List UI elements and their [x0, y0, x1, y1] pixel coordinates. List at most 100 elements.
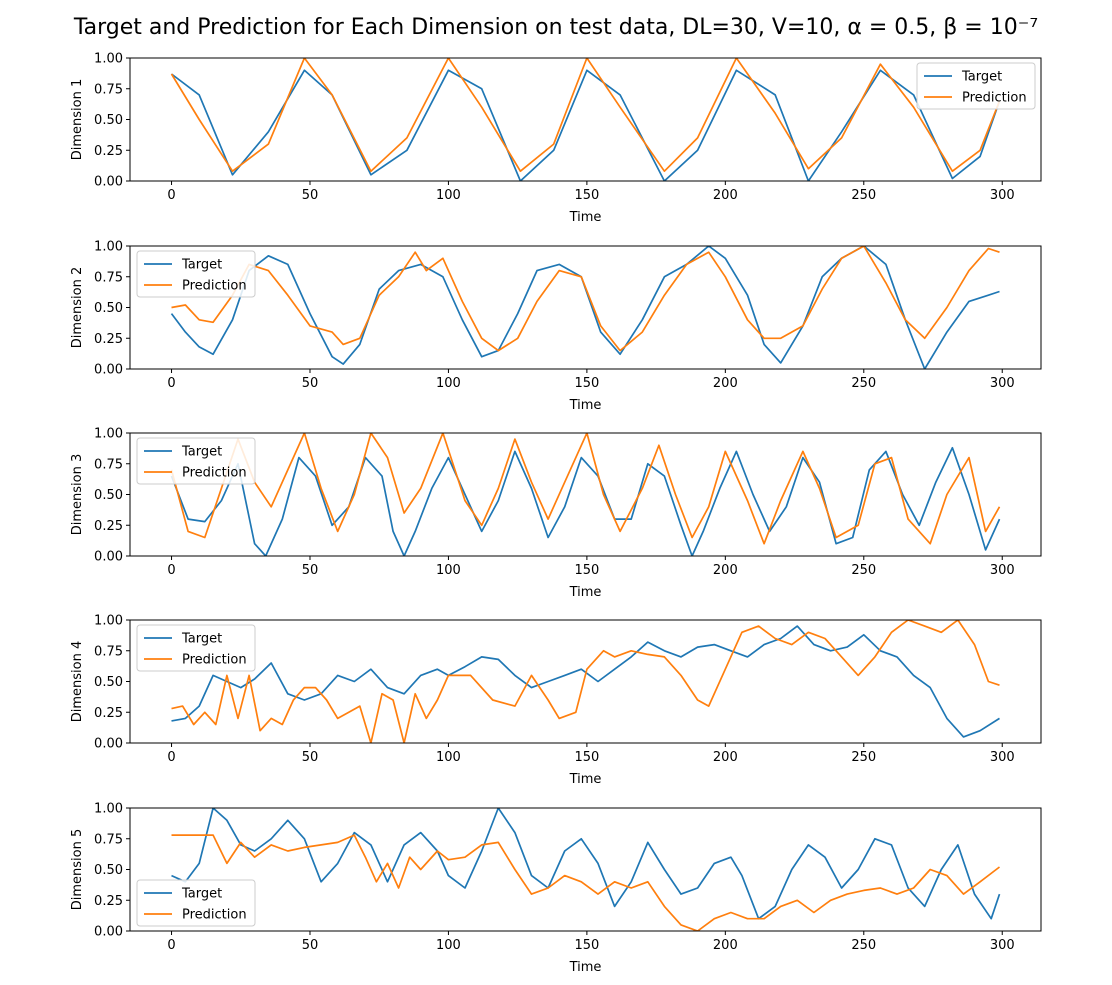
x-tick-label: 50 — [302, 938, 319, 953]
axes-frame — [129, 619, 1042, 744]
x-tick-label: 0 — [167, 376, 175, 391]
y-tick-label: 0.00 — [94, 175, 123, 190]
subplot-dimension-3: 0.00 0.25 0.50 0.75 1.00 0 50 100 150 200 250 300 Ti… — [70, 427, 1042, 600]
x-tick-label: 250 — [851, 563, 876, 578]
legend-entry: Prediction — [182, 908, 247, 923]
y-tick-label: 0.75 — [94, 270, 123, 285]
y-tick-label: 0.75 — [94, 832, 123, 847]
legend-entry: Target — [181, 632, 222, 647]
x-axis-label: Time — [569, 398, 602, 413]
y-axis-label: Dimension 4 — [70, 641, 85, 723]
subplot-grid: 0.00 0.25 0.50 0.75 1.00 0 50 100 150 200 250 300 Ti… — [70, 52, 1042, 975]
x-tick-label: 0 — [167, 188, 175, 203]
x-tick-label: 0 — [167, 563, 175, 578]
series-line-prediction — [170, 433, 1001, 545]
y-tick-label: 1.00 — [94, 240, 123, 255]
x-tick-label: 50 — [302, 563, 319, 578]
x-axis-label: Time — [569, 960, 602, 975]
legend-entry: Target — [961, 70, 1002, 85]
x-axis-label: Time — [569, 210, 602, 225]
series-line-prediction — [170, 58, 1001, 173]
series-line-target — [170, 446, 1001, 556]
x-tick-label: 200 — [713, 188, 738, 203]
y-tick-label: 0.50 — [94, 301, 123, 316]
subplot-dimension-1: 0.00 0.25 0.50 0.75 1.00 0 50 100 150 200 250 300 Ti… — [70, 52, 1042, 225]
x-tick-label: 50 — [302, 376, 319, 391]
x-axis-label: Time — [569, 585, 602, 600]
y-tick-label: 0.25 — [94, 894, 123, 909]
y-tick-label: 0.25 — [94, 706, 123, 721]
legend: Target Prediction — [136, 250, 256, 298]
y-tick-label: 0.25 — [94, 332, 123, 347]
x-tick-label: 0 — [167, 938, 175, 953]
series-line-prediction — [171, 246, 1000, 352]
y-tick-label: 0.50 — [94, 675, 123, 690]
axes-frame — [129, 807, 1042, 932]
series-line-prediction — [171, 834, 1001, 931]
axes-frame — [129, 57, 1042, 182]
y-tick-label: 0.75 — [94, 457, 123, 472]
legend: Target Prediction — [136, 879, 256, 927]
x-tick-label: 200 — [713, 376, 738, 391]
y-tick-label: 0.50 — [94, 863, 123, 878]
x-tick-label: 150 — [574, 376, 599, 391]
legend: Target Prediction — [916, 62, 1036, 110]
y-tick-label: 1.00 — [94, 52, 123, 67]
series-line-target — [171, 808, 1001, 920]
legend-entry: Target — [181, 258, 222, 273]
legend: Target Prediction — [136, 624, 256, 672]
x-tick-label: 300 — [990, 750, 1015, 765]
y-tick-label: 1.00 — [94, 802, 123, 817]
figure-title: Target and Prediction for Each Dimension… — [73, 15, 1038, 40]
x-tick-label: 300 — [990, 938, 1015, 953]
subplot-dimension-4: 0.00 0.25 0.50 0.75 1.00 0 50 100 150 200 250 300 Ti… — [70, 614, 1042, 787]
x-tick-label: 100 — [436, 938, 461, 953]
legend-entry: Prediction — [182, 466, 247, 481]
x-tick-label: 250 — [851, 938, 876, 953]
y-tick-label: 0.00 — [94, 363, 123, 378]
x-tick-label: 100 — [436, 376, 461, 391]
x-tick-label: 100 — [436, 188, 461, 203]
x-tick-label: 250 — [851, 750, 876, 765]
x-tick-label: 300 — [990, 188, 1015, 203]
legend-entry: Target — [181, 887, 222, 902]
x-tick-label: 300 — [990, 376, 1015, 391]
axes-frame — [129, 432, 1042, 557]
subplot-dimension-2: 0.00 0.25 0.50 0.75 1.00 0 50 100 150 200 250 300 Ti… — [70, 240, 1042, 413]
y-tick-label: 0.75 — [94, 644, 123, 659]
series-line-target — [170, 69, 1001, 181]
x-tick-label: 100 — [436, 563, 461, 578]
x-tick-label: 200 — [713, 750, 738, 765]
axes-frame — [129, 245, 1042, 370]
legend: Target Prediction — [136, 437, 256, 485]
x-tick-label: 50 — [302, 750, 319, 765]
legend-entry: Prediction — [962, 91, 1027, 106]
y-tick-label: 1.00 — [94, 427, 123, 442]
x-tick-label: 300 — [990, 563, 1015, 578]
y-axis-label: Dimension 1 — [70, 79, 85, 161]
y-tick-label: 0.50 — [94, 113, 123, 128]
y-tick-label: 0.00 — [94, 550, 123, 565]
legend-entry: Target — [181, 445, 222, 460]
x-tick-label: 0 — [167, 750, 175, 765]
x-tick-label: 150 — [574, 188, 599, 203]
x-tick-label: 200 — [713, 938, 738, 953]
y-axis-label: Dimension 2 — [70, 267, 85, 349]
series-line-prediction — [171, 620, 1000, 743]
series-line-target — [171, 625, 1000, 738]
subplot-dimension-5: 0.00 0.25 0.50 0.75 1.00 0 50 100 150 200 250 300 Ti… — [70, 802, 1042, 975]
x-tick-label: 250 — [851, 188, 876, 203]
x-tick-label: 150 — [574, 938, 599, 953]
x-tick-label: 150 — [574, 750, 599, 765]
x-tick-label: 50 — [302, 188, 319, 203]
y-tick-label: 0.25 — [94, 144, 123, 159]
x-tick-label: 150 — [574, 563, 599, 578]
x-axis-label: Time — [569, 772, 602, 787]
y-axis-label: Dimension 5 — [70, 829, 85, 911]
x-tick-label: 100 — [436, 750, 461, 765]
legend-entry: Prediction — [182, 279, 247, 294]
y-axis-label: Dimension 3 — [70, 454, 85, 536]
x-tick-label: 250 — [851, 376, 876, 391]
y-tick-label: 0.25 — [94, 519, 123, 534]
